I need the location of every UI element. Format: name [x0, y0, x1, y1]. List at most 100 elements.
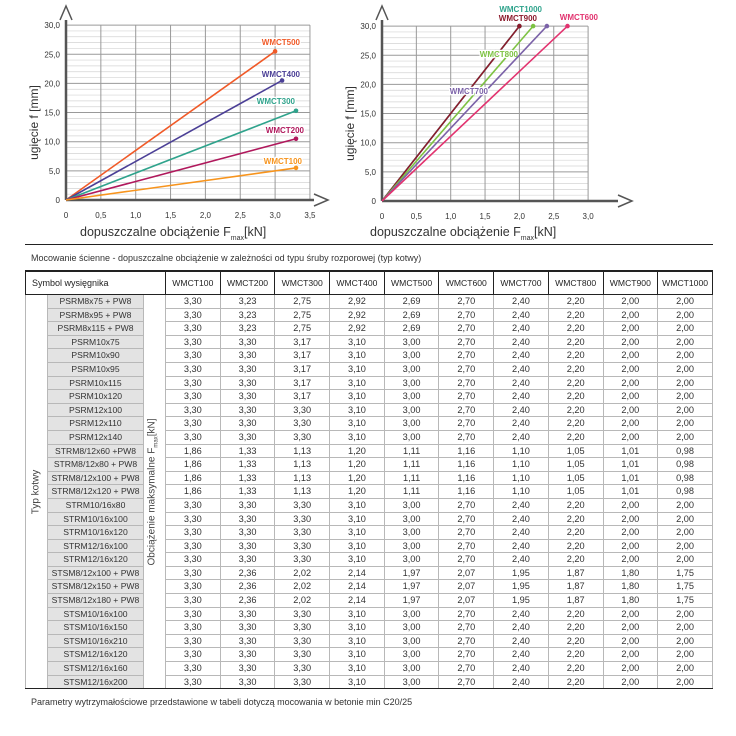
value-cell: 1,80: [602, 565, 659, 581]
value-cell: 2,40: [493, 294, 549, 309]
value-cell: 2,40: [493, 525, 549, 540]
anchor-name: STRM8/12x120 + PW8: [47, 484, 144, 499]
value-cell: 3,30: [165, 579, 221, 595]
column-header-wmct800: WMCT800: [547, 271, 604, 295]
x-tick-label: 3,0: [270, 211, 282, 220]
value-cell: 1,80: [602, 593, 659, 608]
value-cell: 1,20: [329, 470, 385, 486]
value-cell: 3,00: [383, 647, 440, 663]
value-cell: 3,00: [383, 334, 440, 350]
anchor-name: STSM12/16x200: [47, 674, 144, 690]
value-cell: 3,30: [219, 402, 276, 418]
value-cell: 3,10: [329, 525, 385, 540]
value-cell: 3,10: [329, 647, 385, 663]
value-cell: 3,23: [219, 321, 276, 336]
value-cell: 2,40: [493, 402, 549, 418]
value-cell: 2,70: [438, 511, 495, 527]
value-cell: 2,00: [602, 429, 659, 445]
table-row: PSRM10x95 3,30 3,30 3,17 3,10 3,00 2,70 2,40 2,2…: [26, 361, 713, 377]
value-cell: 3,00: [383, 633, 440, 649]
value-cell: 0,98: [657, 457, 713, 472]
value-cell: 2,00: [602, 497, 659, 513]
value-cell: 3,30: [274, 620, 331, 635]
table-row: STRM10/16x120 3,30 3,30 3,30 3,10 3,00 2,70 2,4…: [26, 525, 713, 540]
series-label: WMCT700: [450, 87, 489, 96]
value-cell: 3,00: [383, 525, 440, 540]
table-row: PSRM12x100 3,30 3,30 3,30 3,10 3,00 2,70 2,40 2,…: [26, 402, 713, 418]
load-table: Symbol wysięgnika WMCT100 WMCT200 WMCT300 W…: [25, 271, 713, 690]
value-cell: 2,07: [438, 579, 495, 595]
value-cell: 2,70: [438, 307, 495, 323]
anchor-name: STRM12/16x100: [47, 538, 144, 554]
value-cell: 1,01: [602, 443, 659, 459]
value-cell: 2,00: [657, 416, 713, 431]
anchor-name: PSRM10x90: [47, 348, 144, 363]
value-cell: 3,30: [274, 661, 331, 676]
value-cell: 1,10: [493, 457, 549, 472]
value-cell: 2,75: [274, 294, 331, 309]
value-cell: 3,30: [165, 552, 221, 567]
value-cell: 2,00: [602, 633, 659, 649]
y-axis-arrow-icon: [375, 4, 389, 21]
value-cell: 2,00: [602, 647, 659, 663]
table-row: STSM8/12x180 + PW8 3,30 2,36 2,02 2,14 1,97 2,…: [26, 593, 713, 608]
value-cell: 3,30: [165, 361, 221, 377]
value-cell: 2,40: [493, 416, 549, 431]
anchor-name: STSM10/16x150: [47, 620, 144, 635]
value-cell: 2,00: [657, 620, 713, 635]
value-cell: 2,20: [547, 661, 604, 676]
value-cell: 3,00: [383, 402, 440, 418]
value-cell: 2,75: [274, 321, 331, 336]
value-cell: 3,10: [329, 497, 385, 513]
value-cell: 3,30: [219, 429, 276, 445]
y-axis-arrow-icon: [59, 4, 73, 21]
series-line-wmct900: [381, 25, 521, 202]
value-cell: 3,30: [274, 674, 331, 690]
value-cell: 2,70: [438, 361, 495, 377]
x-axis-label-main: dopuszczalne obciążenie F: [80, 225, 231, 239]
value-cell: 3,30: [219, 552, 276, 567]
value-cell: 3,00: [383, 416, 440, 431]
value-cell: 2,14: [329, 593, 385, 608]
value-cell: 1,13: [274, 457, 331, 472]
x-axis-arrow-icon: [617, 194, 634, 208]
anchor-name: STRM10/16x80: [47, 497, 144, 513]
value-cell: 2,40: [493, 334, 549, 350]
value-cell: 2,69: [383, 294, 440, 309]
value-cell: 2,00: [602, 307, 659, 323]
value-cell: 2,40: [493, 633, 549, 649]
value-cell: 2,00: [602, 321, 659, 336]
anchor-name: STRM8/12x80 + PW8: [47, 457, 144, 472]
value-cell: 1,10: [493, 443, 549, 459]
value-cell: 2,00: [657, 389, 713, 404]
value-cell: 2,20: [547, 620, 604, 635]
x-tick-label: 2,5: [235, 211, 247, 220]
series-line-wmct700: [381, 25, 548, 202]
value-cell: 2,70: [438, 429, 495, 445]
value-cell: 2,92: [329, 307, 385, 323]
anchor-type-label: Typ kotwy: [30, 469, 42, 514]
column-header-wmct600: WMCT600: [438, 271, 495, 295]
x-axis-label-main: dopuszczalne obciążenie F: [370, 225, 521, 239]
anchor-name: PSRM10x95: [47, 361, 144, 377]
table-row: STSM12/16x200 3,30 3,30 3,30 3,10 3,00 2,70 2,4…: [26, 674, 713, 690]
value-cell: 1,05: [547, 443, 604, 459]
y-tick-label: 15,0: [360, 110, 376, 119]
series-line-wmct600: [381, 25, 569, 202]
value-cell: 3,30: [219, 375, 276, 391]
value-cell: 2,00: [602, 416, 659, 431]
value-cell: 1,11: [383, 484, 440, 499]
value-cell: 1,16: [438, 484, 495, 499]
value-cell: 2,70: [438, 661, 495, 676]
series-endpoint-wmct200: [293, 136, 299, 142]
value-cell: 3,10: [329, 389, 385, 404]
y-tick-label: 5,0: [365, 168, 377, 177]
deflection-charts: 0 5,0 10,0 15,0 20,0 25,0 30,0 0 0,5 1,0 1,5 2,0 2,5…: [27, 4, 634, 242]
value-cell: 1,97: [383, 579, 440, 595]
table-caption: Mocowanie ścienne - dopuszczalne obciąże…: [25, 244, 713, 271]
anchor-name: STSM10/16x100: [47, 606, 144, 622]
y-tick-label: 20,0: [44, 79, 60, 88]
x-axis-label-sub: max: [231, 235, 245, 242]
value-cell: 3,00: [383, 552, 440, 567]
anchor-name: PSRM10x120: [47, 389, 144, 404]
